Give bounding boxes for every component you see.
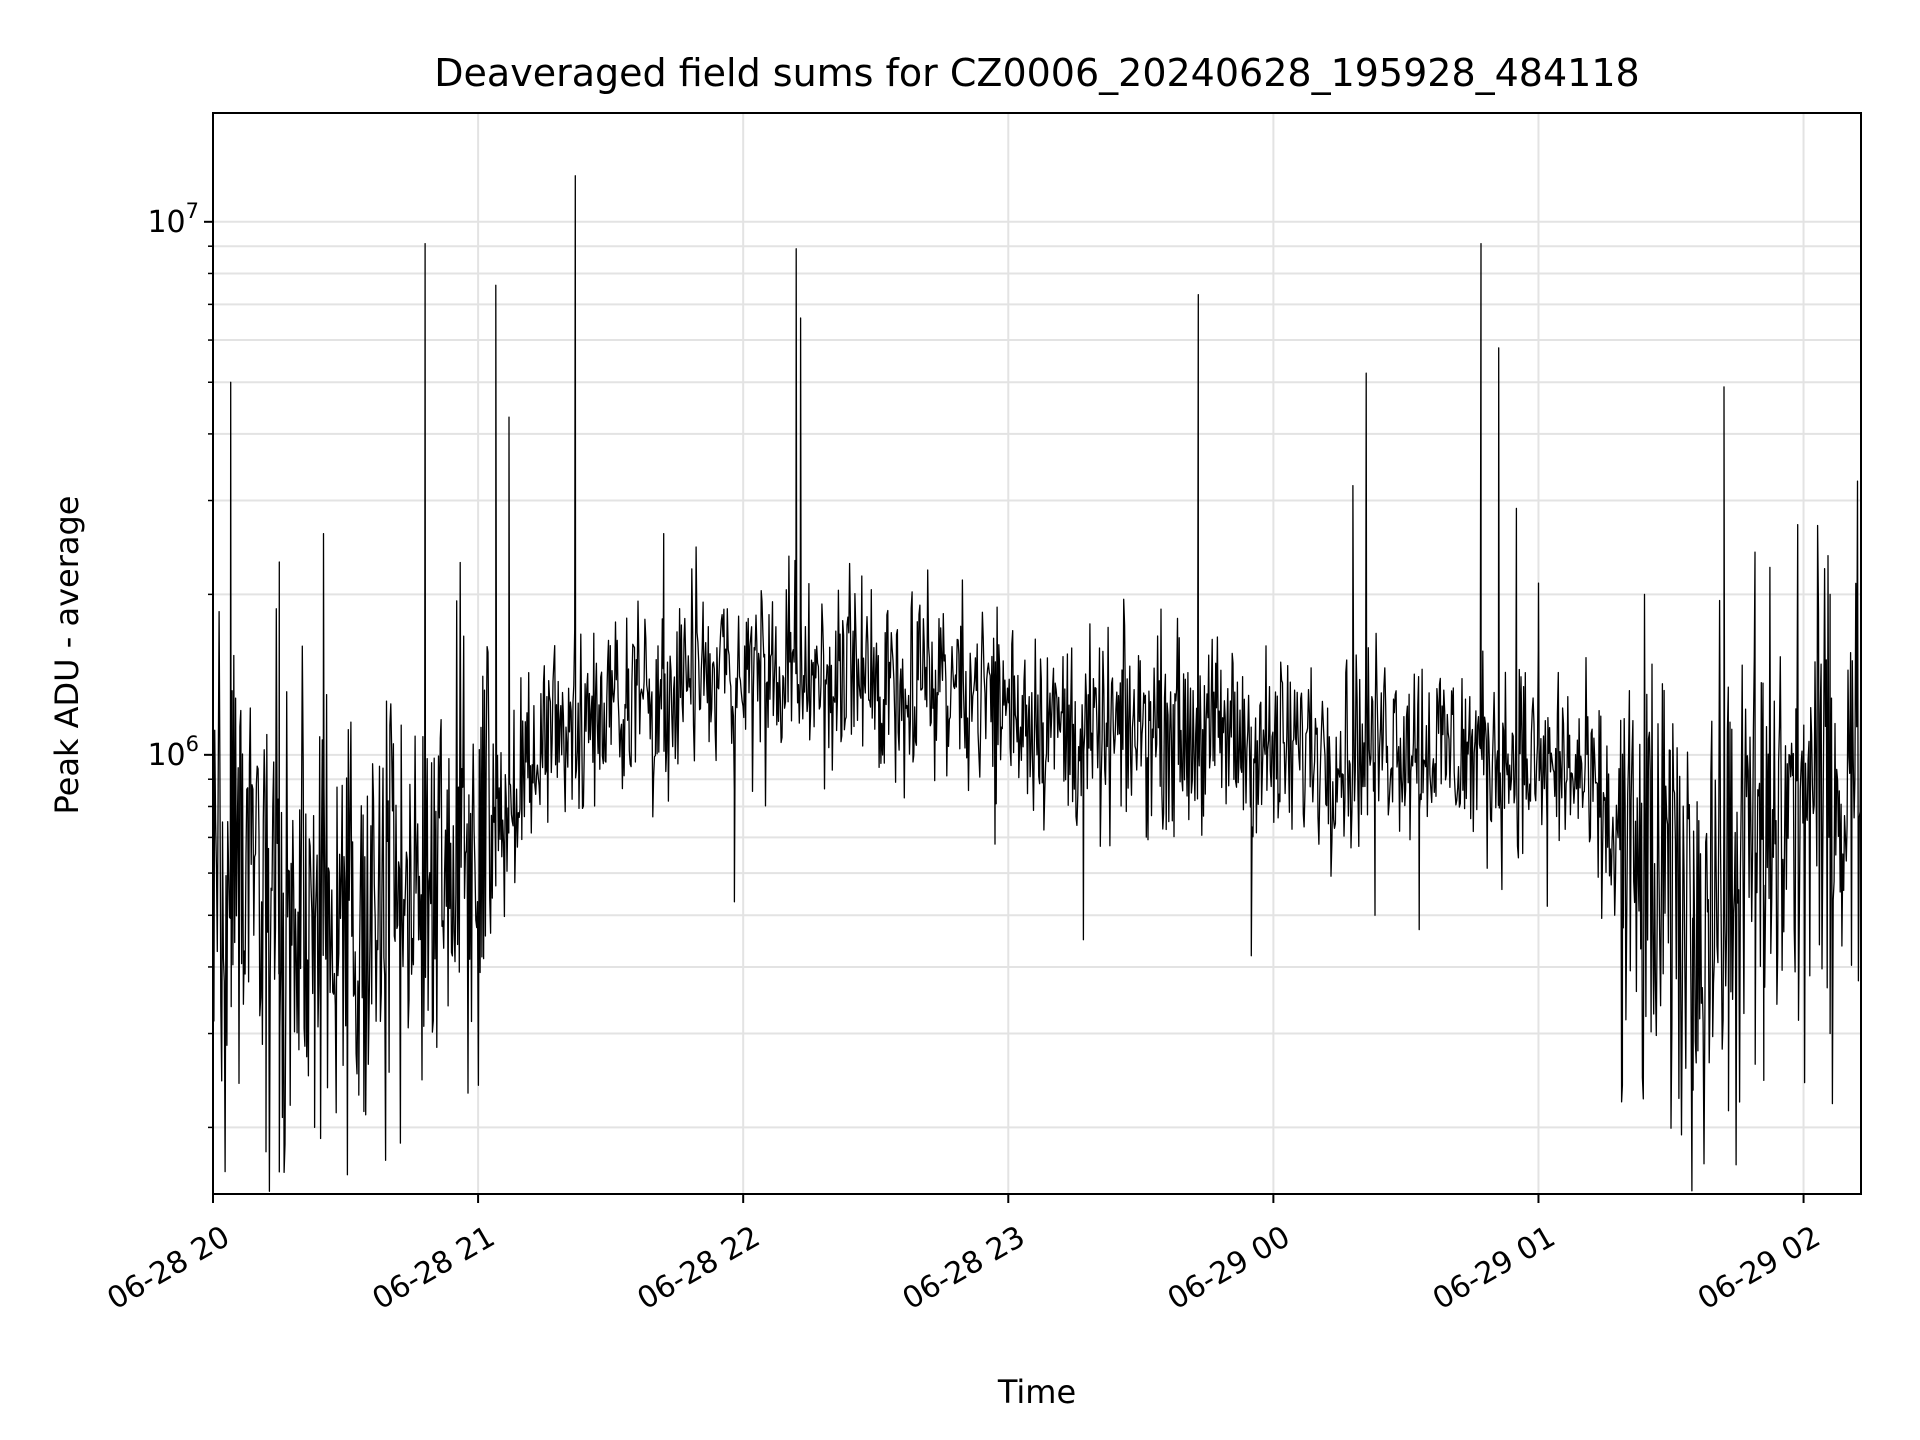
plot-frame [212, 112, 1862, 1195]
grid [212, 113, 1861, 1194]
y-tick-label: 107 [147, 199, 199, 240]
y-tick-label: 106 [147, 732, 199, 773]
y-tick-label-base: 10 [147, 205, 185, 240]
x-axis-label: Time [997, 1373, 1076, 1411]
data-line [212, 175, 1862, 1192]
series-layer [212, 175, 1862, 1192]
y-tick-label-base: 10 [147, 738, 185, 773]
y-tick-label-exponent: 7 [186, 199, 199, 223]
y-axis-label: Peak ADU - average [48, 496, 86, 815]
y-tick-label-exponent: 6 [186, 732, 199, 756]
chart-title: Deaveraged field sums for CZ0006_2024062… [434, 51, 1639, 95]
